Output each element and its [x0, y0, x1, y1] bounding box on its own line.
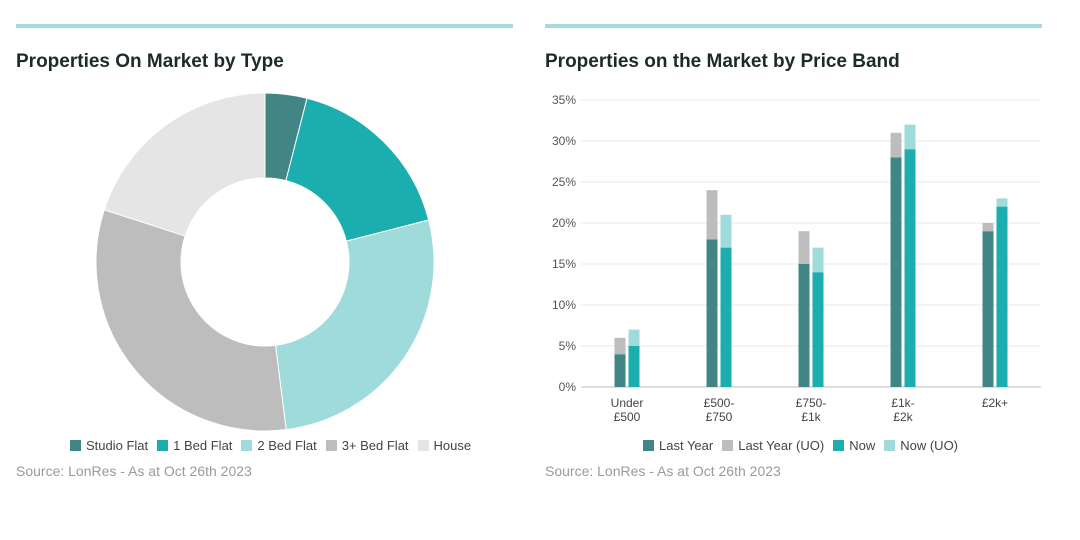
bar-last-year-uo-2 [798, 231, 810, 264]
x-tick-label: Under [611, 396, 644, 410]
legend-swatch [157, 439, 169, 451]
legend-swatch [241, 439, 253, 451]
x-tick-label: £500- [704, 396, 735, 410]
bar-last-year-uo-3 [890, 132, 902, 158]
donut-slice-house [103, 92, 266, 237]
x-tick-label: £750 [706, 410, 733, 424]
x-tick-label: £1k [801, 410, 821, 424]
bar-last-year-2 [798, 264, 810, 387]
accent-bar [545, 24, 1042, 28]
legend-swatch [722, 439, 734, 451]
legend-item-house: House [417, 437, 472, 453]
bar-last-year-uo-0 [614, 337, 626, 355]
legend-swatch [325, 439, 337, 451]
legend-label: Last Year [659, 437, 714, 453]
legend-item-now-uo: Now (UO) [884, 438, 958, 453]
legend-label: Now [849, 437, 876, 453]
legend-swatch [884, 439, 896, 451]
bar-now-uo-2 [812, 247, 824, 273]
bar-now-0 [628, 346, 640, 387]
bar-chart: 0%5%10%15%20%25%30%35%Under£500£500-£750… [552, 93, 1041, 424]
source-note: Source: LonRes - As at Oct 26th 2023 [545, 463, 781, 479]
donut-legend: Studio Flat 1 Bed Flat 2 Bed Flat 3+ Bed Fl… [70, 436, 480, 454]
x-tick-label: £2k [893, 410, 913, 424]
legend-item-3-bed-flat: 3+ Bed Flat [325, 437, 409, 453]
bar-now-uo-0 [628, 329, 640, 346]
y-tick-label: 30% [552, 134, 576, 148]
bar-now-uo-4 [996, 198, 1008, 207]
legend-label: 2 Bed Flat [257, 437, 317, 453]
bar-last-year-0 [614, 354, 626, 387]
bar-now-2 [812, 272, 824, 387]
chart-title: Properties On Market by Type [16, 51, 284, 72]
legend-item-1-bed-flat: 1 Bed Flat [157, 438, 232, 453]
chart-title: Properties on the Market by Price Band [545, 51, 900, 72]
bar-chart-panel: Properties on the Market by Price Band 0… [545, 0, 1045, 500]
legend-item-last-year-uo: Last Year (UO) [722, 438, 824, 453]
bar-legend: Last Year Last Year (UO) Now Now (UO) [643, 436, 967, 454]
accent-bar [16, 24, 513, 28]
bar-last-year-4 [982, 231, 994, 387]
legend-label: 3+ Bed Flat [341, 437, 409, 453]
bar-last-year-uo-4 [982, 223, 994, 232]
bar-now-uo-3 [904, 124, 916, 150]
bar-now-4 [996, 206, 1008, 387]
legend-item-last-year: Last Year [643, 438, 713, 453]
source-note: Source: LonRes - As at Oct 26th 2023 [16, 463, 252, 479]
legend-item-studio-flat: Studio Flat [70, 438, 148, 453]
donut-chart [95, 92, 435, 432]
legend-label: Now (UO) [900, 437, 959, 453]
donut-slice-3-bed-flat [95, 209, 287, 432]
y-tick-label: 25% [552, 175, 576, 189]
legend-label: 1 Bed Flat [173, 437, 233, 453]
legend-swatch [833, 439, 845, 451]
y-tick-label: 35% [552, 93, 576, 107]
x-tick-label: £500 [614, 410, 641, 424]
legend-item-now: Now [833, 438, 875, 453]
bar-now-3 [904, 149, 916, 387]
donut-chart-panel: Properties On Market by Type Studio Flat… [16, 0, 516, 500]
x-tick-label: £750- [796, 396, 827, 410]
bar-last-year-uo-1 [706, 190, 718, 240]
legend-label: Studio Flat [86, 437, 149, 453]
donut-slice-1-bed-flat [285, 97, 430, 242]
x-tick-label: £1k- [891, 396, 914, 410]
legend-item-2-bed-flat: 2 Bed Flat [241, 437, 317, 453]
bar-last-year-3 [890, 157, 902, 387]
donut-slice-2-bed-flat [274, 219, 435, 431]
legend-label: House [433, 437, 472, 453]
bar-last-year-1 [706, 239, 718, 387]
legend-swatch [643, 439, 654, 451]
y-tick-label: 5% [559, 339, 577, 353]
legend-label: Last Year (UO) [738, 437, 825, 453]
legend-swatch [70, 439, 81, 451]
legend-swatch [417, 439, 429, 451]
x-tick-label: £2k+ [982, 396, 1008, 410]
y-tick-label: 20% [552, 216, 576, 230]
y-tick-label: 15% [552, 257, 576, 271]
bar-now-uo-1 [720, 214, 732, 248]
y-tick-label: 10% [552, 298, 576, 312]
bar-now-1 [720, 247, 732, 387]
y-tick-label: 0% [559, 380, 577, 394]
